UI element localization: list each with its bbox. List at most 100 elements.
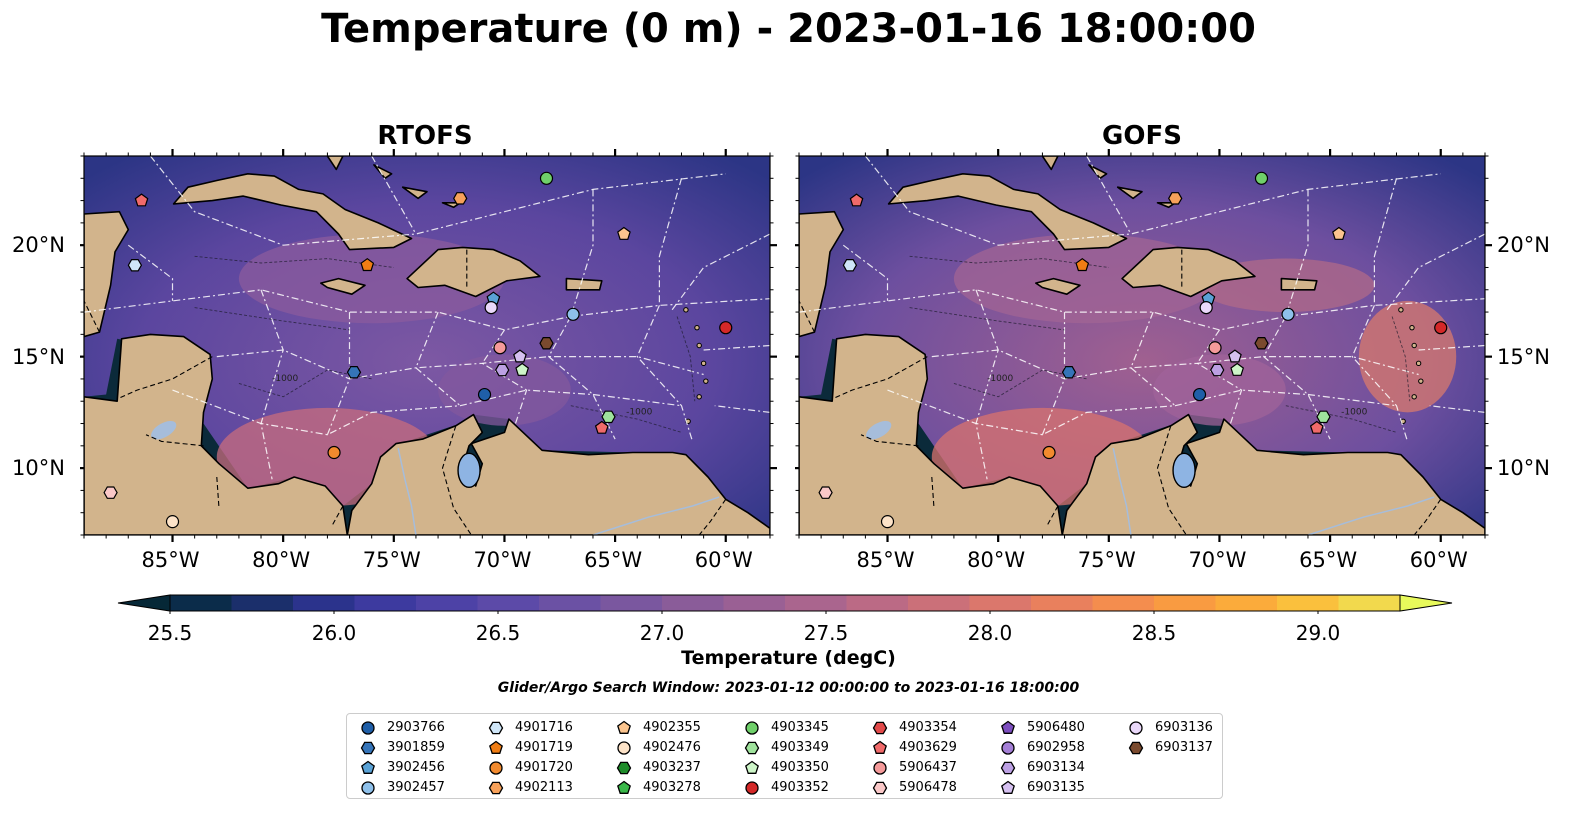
float-marker-4903350[interactable] — [1230, 362, 1245, 376]
legend-item: 2903766 — [359, 718, 445, 738]
puerto-rico-land — [1280, 277, 1318, 291]
lake-maracaibo — [457, 452, 481, 489]
river — [1307, 496, 1435, 535]
legend-item: 4903352 — [743, 778, 829, 798]
warm-anomaly — [1358, 300, 1457, 413]
colorbar-bin — [662, 595, 725, 611]
legend-item: 4901719 — [487, 738, 573, 758]
legend-item: 5906480 — [999, 718, 1085, 738]
lake-nicaragua — [151, 420, 177, 440]
legend-label: 4903349 — [771, 740, 829, 755]
float-marker-4902476[interactable] — [880, 515, 895, 529]
map-content: -1000 -1000 — [799, 156, 1485, 535]
lat-tick-label: 10°N — [1497, 456, 1550, 481]
float-marker-2903766[interactable] — [1192, 387, 1207, 402]
float-marker-6903137[interactable] — [1254, 337, 1269, 350]
eez-boundary — [887, 389, 1397, 436]
float-marker-3901859[interactable] — [1061, 366, 1077, 379]
float-marker-3901859[interactable] — [346, 366, 362, 379]
legend-label: 4903354 — [899, 720, 957, 735]
float-marker-4901716[interactable] — [127, 258, 143, 272]
eez-boundary — [931, 349, 1419, 380]
antilles-island — [696, 342, 702, 349]
float-marker-4902355[interactable] — [1332, 226, 1346, 240]
legend-item: 4903349 — [743, 738, 829, 758]
float-marker-4902355[interactable] — [617, 226, 631, 240]
float-marker-4902113[interactable] — [453, 192, 468, 205]
hexagon-marker-icon — [360, 741, 376, 755]
pentagon-marker-icon — [1001, 720, 1015, 734]
float-marker-6903137[interactable] — [539, 337, 554, 350]
colorbar-tick-label: 25.5 — [147, 621, 193, 645]
float-marker-4903345[interactable] — [1254, 171, 1269, 185]
yucatan-land — [799, 210, 845, 338]
eez-boundary — [149, 156, 726, 246]
hexagon-marker-icon — [872, 721, 888, 735]
float-marker-4901716[interactable] — [842, 258, 858, 272]
float-marker-6903134[interactable] — [495, 363, 510, 377]
eez-boundary — [669, 233, 770, 313]
float-marker-4901720[interactable] — [327, 445, 341, 460]
float-marker-5906478[interactable] — [103, 486, 118, 499]
rtofs-map: -1000 -1000 — [80, 149, 777, 542]
float-marker-3902457[interactable] — [566, 307, 580, 321]
pentagon-marker-icon — [361, 760, 375, 774]
legend-item: 6903134 — [999, 758, 1085, 778]
bahamas-island — [373, 164, 393, 180]
float-marker-5906478[interactable] — [818, 486, 833, 499]
country-border — [799, 300, 815, 333]
float-marker-4901719[interactable] — [1075, 257, 1090, 272]
colorbar-bin — [1092, 595, 1155, 611]
map-ticks — [80, 149, 777, 542]
float-marker-4903352[interactable] — [1434, 321, 1448, 335]
colorbar-bin — [600, 595, 663, 611]
float-marker-4902476[interactable] — [165, 515, 180, 529]
float-marker-6903135[interactable] — [1228, 349, 1242, 363]
float-marker-4902113[interactable] — [1168, 192, 1183, 205]
float-marker-6903136[interactable] — [1199, 301, 1213, 315]
colorbar-tick-label: 28.5 — [1131, 621, 1177, 645]
circle-marker-icon — [361, 721, 375, 735]
float-marker-6903135[interactable] — [513, 349, 527, 363]
legend-label: 3902456 — [387, 760, 445, 775]
float-marker-6903134[interactable] — [1210, 363, 1225, 377]
antilles-island — [703, 378, 709, 384]
float-marker-4901720[interactable] — [1042, 445, 1056, 460]
pentagon-marker-icon — [1001, 780, 1015, 794]
lat-tick-label: 20°N — [1497, 233, 1550, 258]
country-border — [116, 356, 213, 400]
panel-title-gofs: GOFS — [1102, 121, 1182, 151]
eez-boundary — [127, 244, 174, 301]
float-marker-4903629b[interactable] — [1309, 420, 1324, 434]
float-marker-5906437[interactable] — [493, 341, 507, 355]
float-marker-4903352[interactable] — [719, 321, 733, 335]
country-border — [831, 356, 928, 400]
colorbar-bin — [1277, 595, 1340, 611]
legend-label: 4902355 — [643, 720, 701, 735]
legend-label: 4903629 — [899, 740, 957, 755]
lat-tick-label: 10°N — [12, 456, 65, 481]
float-marker-4903629b[interactable] — [594, 420, 609, 434]
float-marker-4903349[interactable] — [1316, 410, 1331, 424]
eez-boundary — [1418, 344, 1485, 351]
float-marker-6903136[interactable] — [484, 301, 498, 315]
float-marker-4903629[interactable] — [849, 193, 864, 207]
float-marker-4903350[interactable] — [515, 362, 530, 376]
lon-tick-label: 60°W — [1409, 548, 1468, 572]
legend-label: 2903766 — [387, 720, 445, 735]
float-marker-4903345[interactable] — [539, 171, 554, 185]
float-marker-3902457[interactable] — [1281, 307, 1295, 321]
colorbar-tick-label: 27.0 — [639, 621, 685, 645]
float-marker-5906437[interactable] — [1208, 341, 1222, 355]
float-marker-4901719[interactable] — [360, 257, 375, 272]
lake-nicaragua — [866, 420, 892, 440]
yucatan-land — [84, 210, 130, 338]
legend-item: 5906437 — [871, 758, 957, 778]
bahamas-island — [1088, 164, 1108, 180]
country-border — [1413, 498, 1442, 535]
float-marker-4903629[interactable] — [134, 193, 149, 207]
float-marker-2903766[interactable] — [477, 387, 492, 402]
central-america-land — [84, 333, 349, 535]
eez-boundary — [703, 344, 770, 351]
float-marker-4903349[interactable] — [601, 410, 616, 424]
